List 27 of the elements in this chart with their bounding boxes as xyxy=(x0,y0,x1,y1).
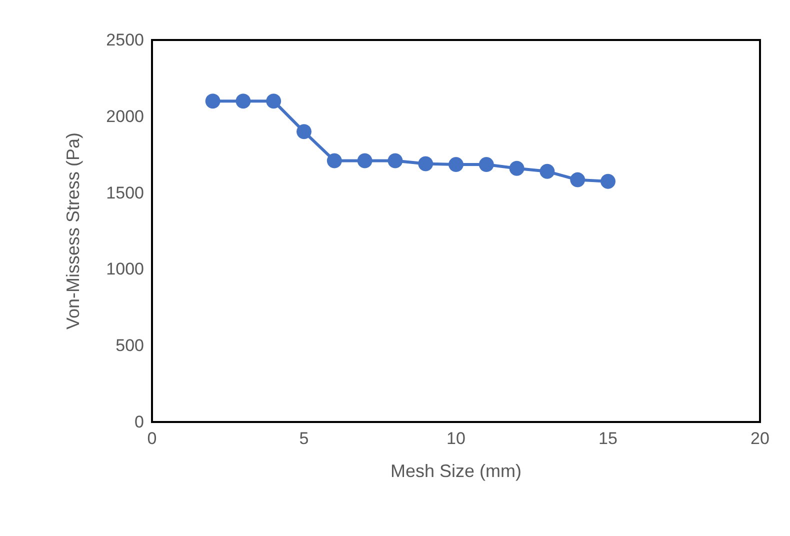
point xyxy=(418,156,434,172)
point xyxy=(266,94,282,109)
y-tick-label: 0 xyxy=(134,412,144,432)
y-tick-label: 1500 xyxy=(106,183,144,202)
x-tick-label: 15 xyxy=(598,429,618,448)
point xyxy=(326,153,342,168)
y-axis-title: Von-Missess Stress (Pa) xyxy=(63,132,83,330)
y-tick-label: 500 xyxy=(116,336,144,356)
point xyxy=(388,153,403,168)
x-tick-label: 5 xyxy=(299,429,309,448)
x-tick-label: 20 xyxy=(750,429,770,448)
point xyxy=(509,160,524,176)
x-axis-title: Mesh Size (mm) xyxy=(390,461,522,481)
point xyxy=(570,172,586,188)
y-tick-label: 2000 xyxy=(106,106,144,126)
x-tick-label: 0 xyxy=(147,429,157,448)
y-tick-label: 2500 xyxy=(106,30,144,50)
point xyxy=(448,157,464,172)
point xyxy=(600,174,616,189)
x-tick-label: 10 xyxy=(446,429,466,448)
point xyxy=(236,94,251,109)
point xyxy=(357,153,372,168)
point xyxy=(540,164,555,179)
point xyxy=(478,157,494,172)
point xyxy=(205,94,220,109)
point xyxy=(296,124,312,140)
y-tick-label: 1000 xyxy=(106,260,144,279)
